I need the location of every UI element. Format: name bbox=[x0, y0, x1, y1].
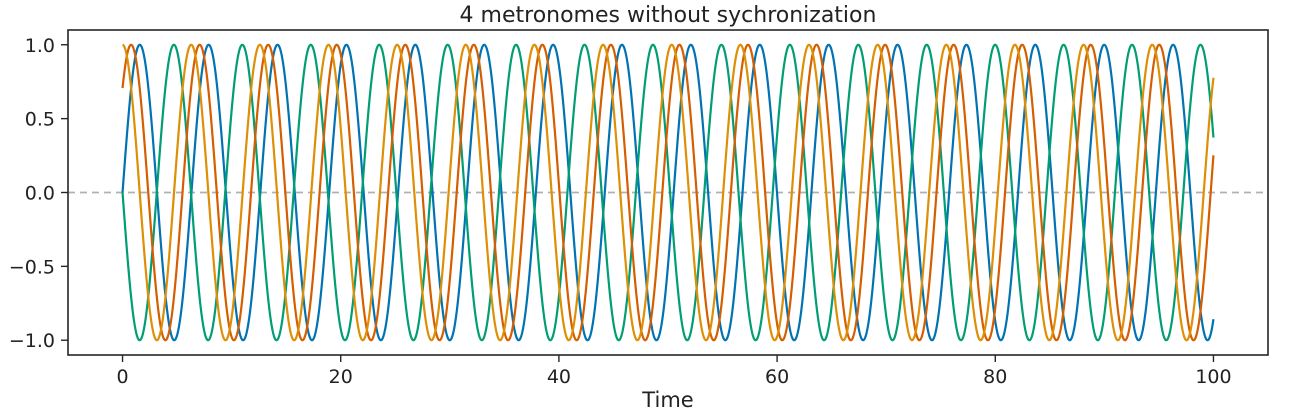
x-tick-label: 0 bbox=[116, 366, 128, 388]
y-tick-label: −0.5 bbox=[9, 256, 55, 278]
x-axis-ticks: 0 20 40 60 80 100 bbox=[116, 355, 1232, 388]
y-tick-label: 0.5 bbox=[25, 109, 55, 131]
series-layer bbox=[121, 43, 1215, 342]
x-axis-label: Time bbox=[641, 388, 693, 412]
series-line-2 bbox=[121, 43, 1215, 342]
series-line-4 bbox=[121, 43, 1215, 342]
series-line-1 bbox=[121, 43, 1215, 342]
y-tick-label: 1.0 bbox=[25, 35, 55, 57]
x-tick-label: 40 bbox=[547, 366, 571, 388]
series-line-3 bbox=[121, 43, 1215, 342]
y-tick-label: −1.0 bbox=[9, 330, 55, 352]
x-tick-label: 20 bbox=[329, 366, 353, 388]
chart-title: 4 metronomes without sychronization bbox=[460, 3, 877, 28]
x-tick-label: 100 bbox=[1195, 366, 1231, 388]
y-tick-label: 0.0 bbox=[25, 183, 55, 205]
x-tick-label: 60 bbox=[765, 366, 789, 388]
y-axis-ticks: 1.0 0.5 0.0 −0.5 −1.0 bbox=[9, 35, 68, 352]
x-tick-label: 80 bbox=[983, 366, 1007, 388]
